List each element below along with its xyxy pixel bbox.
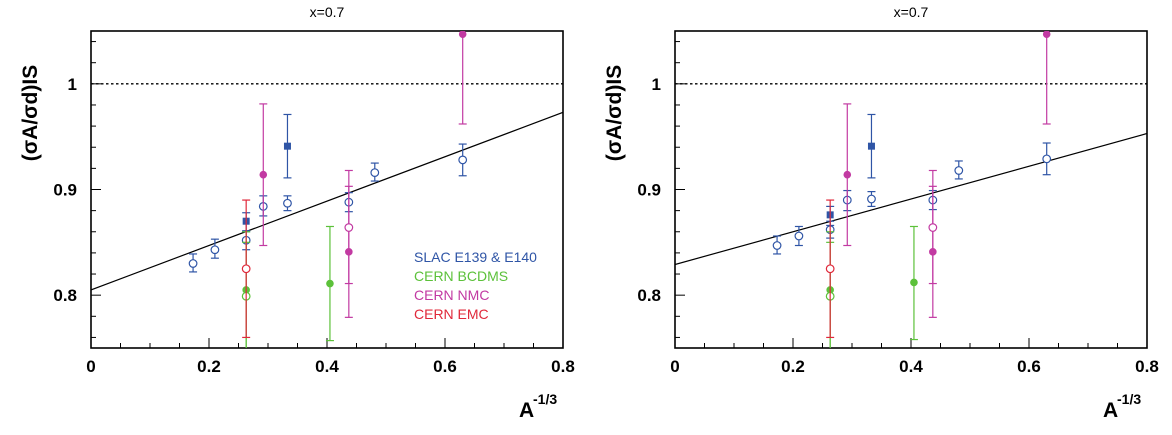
- data-series: [843, 31, 1051, 318]
- plot-frame: [674, 30, 1148, 349]
- chart-panel-2: x=0.7 0 0.2 0.4 0.6 0.8 0.8 0.9 1 A-1/3 (σA/σd)IS: [603, 4, 1159, 422]
- y-tick-label: 1: [652, 75, 661, 94]
- x-tick-label: 0.8: [551, 357, 575, 376]
- x-tick-label: 0: [670, 357, 679, 376]
- data-point: [867, 142, 875, 150]
- y-tick-label: 0.8: [637, 286, 661, 305]
- x-axis-label: A: [1103, 399, 1118, 422]
- data-series: [928, 169, 938, 285]
- data-point: [241, 264, 251, 274]
- data-point: [867, 194, 876, 204]
- x-tick-label: 0.4: [315, 357, 339, 376]
- x-tick-label: 0.8: [1135, 357, 1159, 376]
- x-axis-label-superscript: -1/3: [533, 391, 557, 407]
- x-tick-label: 0.2: [197, 357, 221, 376]
- data-series: [242, 225, 334, 348]
- data-point: [910, 278, 918, 287]
- chart-panel-1: x=0.7 0 0.2 0.4 0.6 0.8 0.8 0.9 1 A-1/3 (σA/σd)IS S…: [19, 4, 575, 422]
- legend-entry: CERN NMC: [414, 287, 489, 303]
- x-tick-label: 0.4: [899, 357, 923, 376]
- y-tick-label: 1: [68, 75, 77, 94]
- data-point: [1042, 31, 1051, 38]
- fit-line: [675, 132, 1147, 266]
- data-point: [283, 198, 292, 208]
- data-point: [283, 142, 291, 150]
- data-series: [344, 169, 354, 285]
- data-point: [210, 245, 220, 255]
- chart-title: x=0.7: [310, 4, 345, 20]
- data-point: [928, 223, 938, 232]
- data-point: [843, 170, 852, 179]
- data-point: [326, 279, 334, 288]
- data-point: [370, 168, 380, 177]
- y-axis-label: (σA/σd)IS: [603, 65, 626, 161]
- x-tick-label: 0.6: [433, 357, 457, 376]
- data-point: [772, 241, 782, 250]
- data-series: [826, 113, 876, 227]
- y-axis-label: (σA/σd)IS: [19, 65, 42, 161]
- fit-line: [91, 111, 563, 291]
- data-point: [954, 166, 964, 175]
- data-point: [259, 170, 268, 179]
- x-tick-label: 0.2: [781, 357, 805, 376]
- data-point: [458, 155, 468, 165]
- y-tick-label: 0.9: [53, 181, 77, 200]
- data-point: [188, 259, 198, 268]
- data-point: [794, 231, 804, 241]
- data-point: [344, 223, 354, 232]
- y-tick-label: 0.8: [53, 286, 77, 305]
- y-tick-label: 0.9: [637, 181, 661, 200]
- data-series: [826, 225, 918, 348]
- data-series: [241, 199, 251, 339]
- data-point: [458, 31, 467, 38]
- data-series: [825, 199, 835, 339]
- x-axis-label-superscript: -1/3: [1117, 391, 1141, 407]
- chart-title: x=0.7: [894, 4, 929, 20]
- data-point: [1042, 154, 1052, 164]
- data-series: [242, 113, 292, 233]
- x-tick-label: 0: [86, 357, 95, 376]
- legend: SLAC E139 & E140 CERN BCDMS CERN NMC CERN E…: [414, 249, 537, 322]
- legend-entry: CERN BCDMS: [414, 268, 508, 284]
- data-point: [825, 264, 835, 274]
- x-axis-label: A: [519, 399, 534, 422]
- legend-entry: SLAC E139 & E140: [414, 249, 537, 265]
- x-tick-label: 0.6: [1017, 357, 1041, 376]
- legend-entry: CERN EMC: [414, 306, 489, 322]
- plot-frame: [90, 30, 564, 349]
